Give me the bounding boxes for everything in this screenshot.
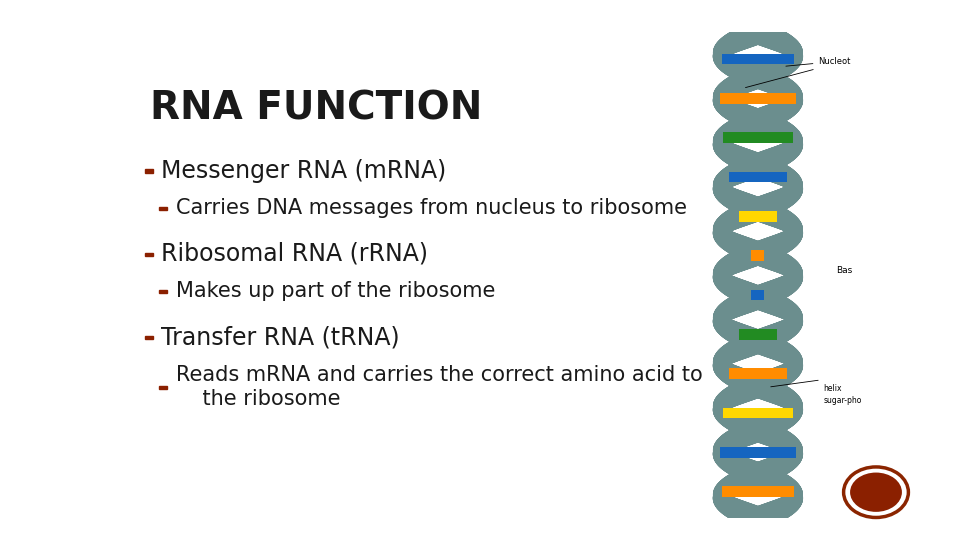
Ellipse shape [844,467,908,517]
Text: Bas: Bas [836,266,852,275]
Bar [730,368,758,379]
Text: Messenger RNA (mRNA): Messenger RNA (mRNA) [161,159,446,183]
Bar [758,172,786,183]
Bar [752,290,758,300]
Text: Transfer RNA (tRNA): Transfer RNA (tRNA) [161,325,399,349]
FancyBboxPatch shape [159,290,167,293]
Bar [758,329,777,340]
Bar [758,251,764,261]
Text: Carries DNA messages from nucleus to ribosome: Carries DNA messages from nucleus to rib… [176,198,686,218]
Bar [758,132,793,143]
Bar [758,54,794,64]
Bar [758,290,764,300]
Bar [758,408,793,418]
Bar [722,54,758,64]
FancyBboxPatch shape [145,253,153,256]
Bar [758,211,777,222]
Ellipse shape [851,472,902,512]
Bar [739,211,758,222]
FancyBboxPatch shape [145,170,153,173]
Bar [720,447,758,458]
Text: Ribosomal RNA (rRNA): Ribosomal RNA (rRNA) [161,242,428,266]
Bar [739,329,758,340]
FancyBboxPatch shape [159,207,167,210]
Bar [758,487,794,497]
Text: Nucleot: Nucleot [786,57,851,66]
FancyBboxPatch shape [159,386,167,389]
Text: Makes up part of the ribosome: Makes up part of the ribosome [176,281,495,301]
Bar [758,93,796,104]
Bar [752,251,758,261]
Bar [758,368,786,379]
Text: RNA FUNCTION: RNA FUNCTION [150,90,482,127]
Bar [730,172,758,183]
Text: Reads mRNA and carries the correct amino acid to
    the ribosome: Reads mRNA and carries the correct amino… [176,366,703,409]
Text: helix
sugar-pho: helix sugar-pho [824,384,862,405]
Bar [758,447,796,458]
Bar [722,487,758,497]
Bar [723,132,758,143]
FancyBboxPatch shape [145,336,153,339]
Bar [720,93,758,104]
Bar [723,408,758,418]
